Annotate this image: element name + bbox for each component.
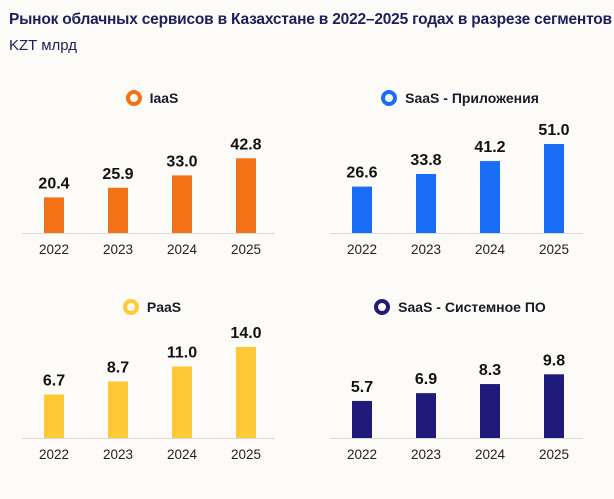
bar-2023 [416,174,436,233]
bar-2025 [236,347,256,438]
x-tick-label: 2022 [39,447,69,462]
data-label: 8.7 [107,359,129,376]
data-label: 42.8 [230,136,261,153]
panel-paas: PaaS 6.7 2022 8.7 2023 11.0 2024 14.0 2025 [17,299,287,499]
legend-marker-icon [374,299,391,315]
bar-2024 [172,175,192,233]
x-tick-label: 2023 [103,447,133,462]
panel-saas-system: SaaS - Системное ПО 5.7 2022 6.9 2023 8.3 2024… [325,299,595,499]
x-tick-label: 2024 [475,242,506,257]
bar-2022 [44,394,64,438]
x-tick-label: 2023 [103,242,133,257]
x-tick-label: 2024 [167,447,198,462]
bar-chart: 26.6 2022 33.8 2023 41.2 2024 51.0 2025 [330,122,583,257]
data-label: 33.8 [410,152,441,169]
x-tick-label: 2023 [411,447,441,462]
legend-marker-icon [125,90,142,106]
data-label: 25.9 [102,166,133,183]
x-tick-label: 2025 [231,242,261,257]
panel-saas-apps: SaaS - Приложения 26.6 2022 33.8 2023 41.2 202… [325,90,595,290]
data-label: 6.7 [43,372,65,389]
bar-2024 [480,161,500,233]
bar-2025 [544,143,564,233]
data-label: 33.0 [166,153,197,170]
data-label: 20.4 [38,175,69,192]
legend: IaaS [17,90,287,106]
bar-chart: 5.7 2022 6.9 2023 8.3 2024 9.8 2025 [330,352,583,462]
data-label: 51.0 [538,122,569,139]
bar-2022 [352,186,372,233]
bar-chart: 6.7 2022 8.7 2023 11.0 2024 14.0 2025 [22,325,275,462]
bar-2024 [172,366,192,438]
data-label: 11.0 [167,345,197,362]
x-tick-label: 2023 [411,242,441,257]
x-tick-label: 2025 [539,447,569,462]
x-tick-label: 2022 [347,447,377,462]
panel-iaas: IaaS 20.4 2022 25.9 2023 33.0 2024 42.8 2025 [17,90,287,290]
bar-2025 [236,158,256,233]
bar-2023 [108,187,128,233]
chart-title: Рынок облачных сервисов в Казахстане в 2… [9,11,612,28]
bar-2022 [44,197,64,233]
legend-label: PaaS [146,299,182,315]
data-label: 5.7 [351,379,373,396]
bar-2023 [108,381,128,438]
x-tick-label: 2022 [347,242,377,257]
data-label: 14.0 [230,325,261,342]
bar-2023 [416,393,436,438]
x-tick-label: 2025 [539,242,569,257]
legend-label: SaaS - Приложения [405,90,539,106]
bar-2025 [544,374,564,438]
data-label: 9.8 [543,352,565,369]
legend: SaaS - Системное ПО [325,299,595,315]
x-tick-label: 2025 [231,447,261,462]
chart-subtitle: KZT млрд [9,37,78,54]
legend-label: SaaS - Системное ПО [398,299,546,315]
legend-marker-icon [122,299,139,315]
data-label: 41.2 [474,139,505,156]
legend-label: IaaS [149,90,179,106]
data-label: 26.6 [346,165,377,182]
x-tick-label: 2022 [39,242,69,257]
legend: SaaS - Приложения [325,90,595,106]
legend-marker-icon [381,90,398,106]
bar-2024 [480,384,500,438]
bar-chart: 20.4 2022 25.9 2023 33.0 2024 42.8 2025 [22,136,275,257]
x-tick-label: 2024 [475,447,506,462]
data-label: 8.3 [479,362,501,379]
legend: PaaS [17,299,287,315]
x-tick-label: 2024 [167,242,198,257]
bar-2022 [352,400,372,438]
data-label: 6.9 [415,371,437,388]
